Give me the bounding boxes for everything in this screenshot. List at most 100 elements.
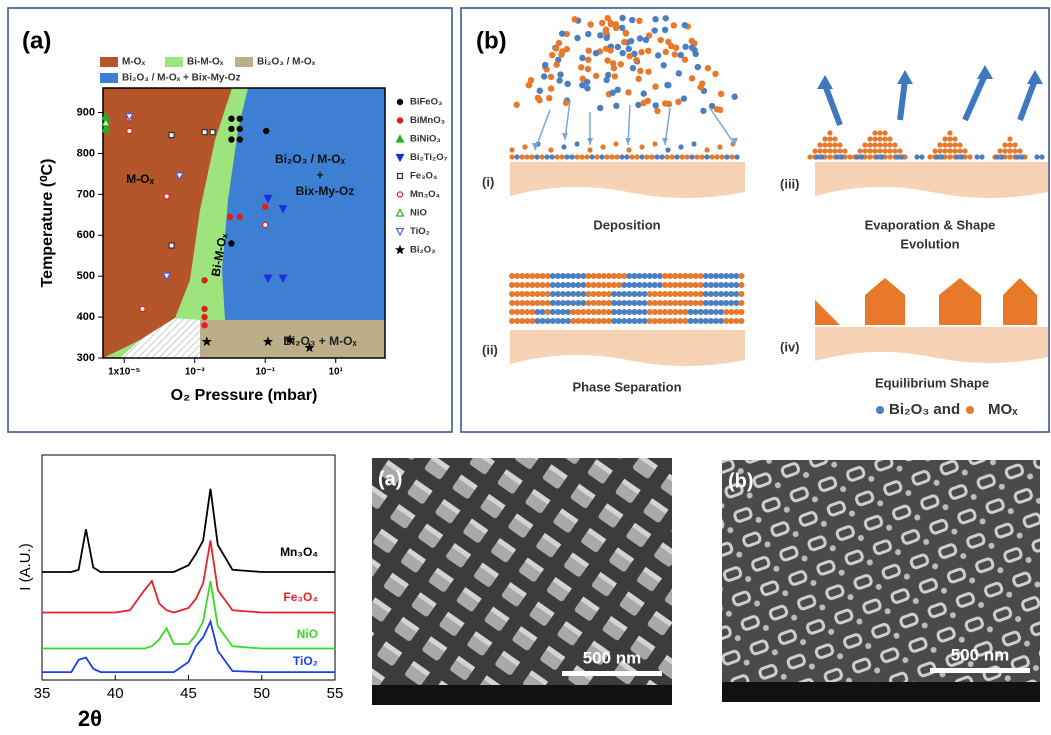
legend-marker [397,192,402,197]
particle [712,71,718,77]
particle [827,154,832,159]
y-axis-label: Temperature (⁰C) [39,159,56,288]
particle [887,154,892,159]
x-tick-label: 1x10⁻⁵ [108,367,141,378]
particle [575,318,581,324]
particle [540,282,546,288]
step-caption: Deposition [593,217,660,232]
particle [1017,148,1022,153]
series-label: TiO₂ [293,654,318,668]
particle [585,57,591,63]
particle [514,282,520,288]
x-tick-label: 10¹ [328,367,343,378]
region-label: M-Oₓ [126,172,154,186]
particle [705,65,711,71]
particle [616,282,622,288]
particle [678,144,683,149]
particle [847,154,852,159]
particle [932,148,937,153]
particle [642,300,648,306]
particle [1007,136,1012,141]
legend-label: Bi₂Ti₂O₇ [410,152,448,163]
particle [613,103,619,109]
particle [677,282,683,288]
legend-swatch [165,57,183,67]
xrd-line [42,489,335,572]
particle [651,27,657,33]
particle [634,154,639,159]
particle [655,52,661,58]
particle [667,291,673,297]
particle [630,65,636,71]
particle [603,29,609,35]
particle [616,300,622,306]
particle [937,148,942,153]
particle [534,154,539,159]
particle [666,101,672,107]
particle [524,318,530,324]
particle [618,61,624,67]
particle [718,300,724,306]
particle [819,154,824,159]
step-caption: Equilibrium Shape [875,375,989,390]
particle [585,31,591,37]
particle [553,45,559,51]
particle [894,154,899,159]
particle [693,309,699,315]
particle [514,154,519,159]
particle [1007,154,1012,159]
particle [626,291,632,297]
particle [610,89,616,95]
particle [609,154,614,159]
particle [814,154,819,159]
particle [812,148,817,153]
particle [619,25,625,31]
particle [613,141,618,146]
particle [636,18,642,24]
step-caption: Evolution [900,236,959,251]
particle [626,282,632,288]
particle [703,291,709,297]
particle [540,300,546,306]
particle [615,44,621,50]
particle [626,309,632,315]
particle [1019,154,1024,159]
y-tick-label: 600 [77,229,95,241]
particle [1034,154,1039,159]
particle [962,148,967,153]
particle [642,318,648,324]
particle [604,154,609,159]
particle [689,44,695,50]
data-point [237,214,242,219]
particle [524,273,530,279]
particle [549,52,555,58]
particle [584,79,590,85]
particle [703,318,709,324]
particle [967,154,972,159]
data-point [169,133,174,138]
particle [589,154,594,159]
legend-label: Fe₃O₄ [410,171,438,182]
legend-label: NiO [410,208,427,219]
particle [714,106,720,112]
particle [669,154,674,159]
particle [653,102,659,108]
particle [601,300,607,306]
particle [1012,148,1017,153]
particle [947,154,952,159]
region-label: Bi₂O₃ / M-Oₓ [275,152,346,166]
particle [514,318,520,324]
particle [724,154,729,159]
y-tick-label: 500 [77,270,95,282]
particle [593,73,599,79]
particle [612,73,618,79]
particle [954,154,959,159]
particle [914,154,919,159]
particle [677,273,683,279]
particle [574,154,579,159]
particle [524,291,530,297]
particle [703,300,709,306]
particle [639,154,644,159]
particle [1007,148,1012,153]
particle [957,142,962,147]
